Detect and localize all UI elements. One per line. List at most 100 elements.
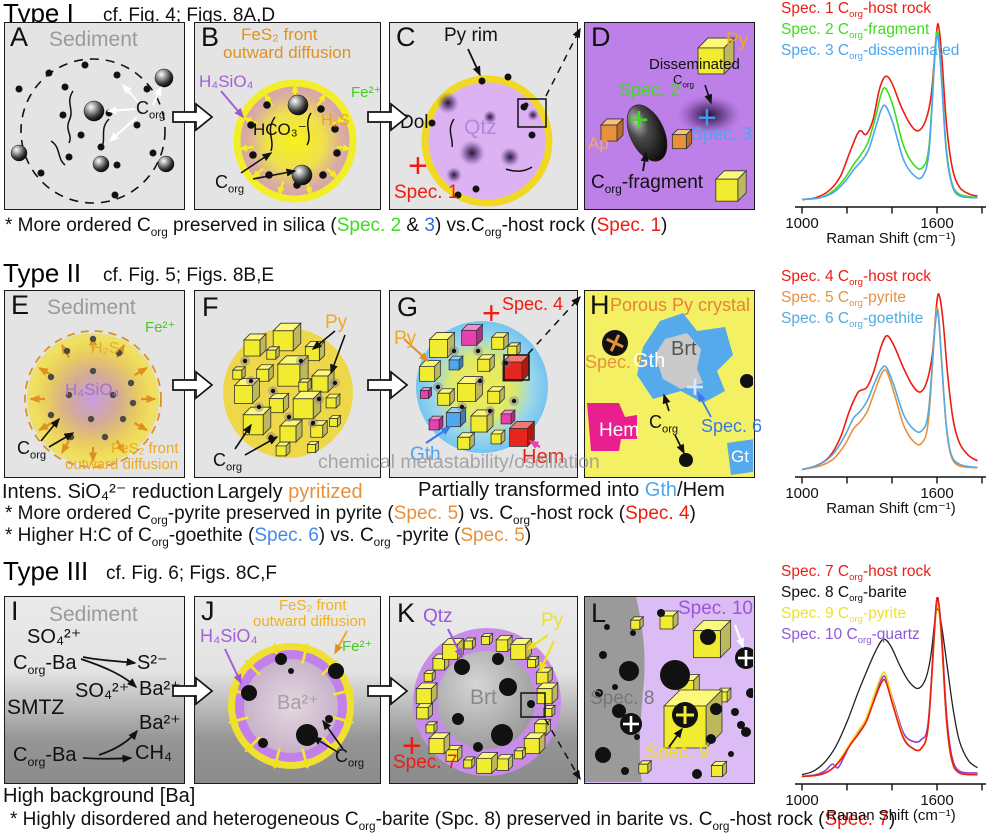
spec1-label: Spec. 1: [394, 182, 459, 203]
panel-i-graphics: [80, 656, 138, 763]
panel-b-letter: B: [201, 22, 220, 52]
svg-text:Raman Shift (cm⁻¹): Raman Shift (cm⁻¹): [826, 500, 956, 516]
panel-e-graphics: [24, 330, 162, 468]
legend-line-spec1: Spec. 1 Corg-host rock: [781, 0, 931, 21]
panel-h-letter: H: [590, 290, 610, 320]
s2-label: S²⁻: [137, 652, 168, 674]
panel-c: C Py rim Dol Qtz + Spec. 1: [389, 22, 578, 210]
panel-a: A Sediment Corg: [4, 22, 185, 210]
panel-i-subcaption: High background [Ba]: [3, 785, 196, 807]
py-label: Py: [541, 610, 564, 631]
spec2-label: Spec. 2: [619, 80, 681, 100]
py-label: Py: [394, 328, 417, 349]
flow-arrow-f-g: [367, 370, 409, 400]
fe2-label: Fe²⁺: [342, 638, 373, 655]
fes2-front-label: FeS₂ front: [279, 597, 347, 614]
brt-label: Brt: [671, 338, 697, 360]
panel-e: E Sediment Fe²⁺ H₂S H₄SiO₄ Corg FeS₂ fro…: [4, 290, 185, 478]
hem-label: Hem: [522, 446, 565, 468]
py-label: Py: [325, 312, 348, 333]
corg-ba-label-2: Corg-Ba: [13, 744, 77, 769]
smtz-label: SMTZ: [7, 696, 65, 719]
spec6-label: Spec. 6: [701, 416, 763, 436]
spec9-label: Spec. 9: [645, 742, 710, 763]
legend-line-spec7: Spec. 7 Corg-host rock: [781, 563, 931, 584]
type2-title: Type II: [3, 258, 82, 288]
gth-label: Gth: [633, 350, 666, 372]
type1-ref: cf. Fig. 4; Figs. 8A,D: [103, 5, 276, 26]
type3-caption: * Highly disordered and heterogeneous Co…: [10, 809, 896, 833]
spec3-cross-marker: +: [697, 99, 717, 137]
legend-line-spec3: Spec. 3 Corg-disseminated: [781, 42, 960, 63]
h2s-label: H₂S: [321, 112, 350, 129]
panel-l: L Spec. 10 Spec. 8 Spec. 9: [584, 596, 755, 784]
legend-type3: Spec. 7 Corg-host rock Spec. 8 Corg-bari…: [781, 564, 931, 648]
sediment-label: Sediment: [49, 603, 138, 626]
ba-label-2: Ba²⁺: [139, 712, 181, 734]
svg-text:1000: 1000: [785, 485, 818, 502]
qtz-label: Qtz: [423, 606, 453, 627]
svg-text:1600: 1600: [920, 485, 953, 502]
type2-ref: cf. Fig. 5; Figs. 8B,E: [103, 265, 275, 286]
corg-label: Corg: [17, 438, 47, 462]
spec4-cross-marker: +: [482, 295, 501, 331]
panel-j: J FeS₂ front outward diffusion H₄SiO₄ Fe…: [194, 596, 381, 784]
gth-label: Gth: [410, 444, 441, 465]
spec2-cross-marker: +: [629, 101, 649, 139]
panel-g-graphics: [403, 321, 548, 453]
corg-label: Corg: [136, 98, 166, 122]
panel-k: K Qtz Py Brt + Spec. 7: [389, 596, 578, 784]
panel-l-graphics: [585, 597, 753, 782]
corg-label: Corg: [673, 72, 695, 90]
h4sio4-label: H₄SiO₄: [199, 72, 254, 91]
svg-text:Raman Shift (cm⁻¹): Raman Shift (cm⁻¹): [826, 807, 956, 823]
type2-caption-2: * Higher H:C of Corg-goethite (Spec. 6) …: [5, 525, 532, 549]
outward-diffusion-label: outward diffusion: [223, 43, 352, 62]
panel-e-letter: E: [11, 290, 30, 320]
spec8-label: Spec. 8: [590, 688, 655, 709]
panel-g-subcaption: Partially transformed into Gth/Hem: [418, 479, 725, 501]
svg-text:1600: 1600: [920, 215, 953, 232]
panel-c-graphics: [421, 48, 553, 207]
fe2-label: Fe²⁺: [145, 319, 176, 336]
sediment-label: Sediment: [47, 296, 136, 319]
spec5-label: Spec. 5: [585, 352, 647, 372]
panel-g: G + Spec. 4 Py Gth Hem: [389, 290, 578, 478]
ap-label: Ap: [588, 134, 609, 153]
panel-f-subcaption: Largely pyritized: [217, 481, 363, 503]
spec1-cross-marker: +: [408, 147, 428, 185]
legend-line-spec9: Spec. 9 Corg-pyrite: [781, 605, 907, 626]
h2s-label: H₂S: [91, 340, 120, 357]
panel-h-graphics: [587, 313, 753, 475]
corg-ba-label-1: Corg-Ba: [13, 652, 77, 677]
flow-arrow-j-k: [367, 676, 409, 706]
type3-title: Type III: [3, 556, 89, 586]
so4-label-1: SO₄²⁺: [27, 626, 82, 648]
corg-label: Corg: [215, 172, 245, 196]
corg-label: Corg: [649, 412, 679, 436]
porous-py-title: Porous Py crystal: [610, 295, 751, 315]
py-label: Py: [726, 30, 749, 51]
flow-arrow-b-c: [367, 102, 409, 132]
outward-diffusion-label: outward diffusion: [65, 456, 179, 473]
legend-type2: Spec. 4 Corg-host rock Spec. 5 Corg-pyri…: [781, 269, 931, 332]
legend-line-spec10: Spec. 10 Corg-quartz: [781, 626, 920, 647]
corg-fragment-label: Corg-fragment: [591, 172, 704, 196]
legend-type1: Spec. 1 Corg-host rock Spec. 2 Corg-frag…: [781, 1, 959, 64]
flow-arrow-a-b: [172, 102, 214, 132]
corg-label: Corg: [213, 450, 243, 474]
panel-d-graphics: [599, 37, 748, 203]
panel-c-letter: C: [396, 22, 416, 52]
sediment-label: Sediment: [49, 28, 138, 51]
panel-h: H Porous Py crystal Spec. 5 Gth Brt Corg…: [584, 290, 762, 478]
ba-label: Ba²⁺: [277, 692, 319, 714]
corg-label: Corg: [335, 746, 365, 770]
type1-caption: * More ordered Corg preserved in silica …: [5, 215, 668, 239]
metastability-watermark: chemical metastability/oscillation: [318, 451, 600, 473]
panel-f-letter: F: [202, 292, 219, 322]
svg-text:1000: 1000: [785, 792, 818, 809]
panel-f: F Py Corg: [194, 290, 381, 478]
panel-a-letter: A: [10, 22, 29, 52]
